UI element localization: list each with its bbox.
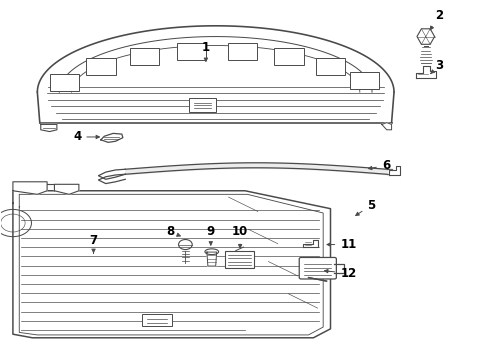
Text: 7: 7 (90, 234, 98, 253)
Text: 9: 9 (207, 225, 215, 245)
Text: 8: 8 (166, 225, 180, 238)
Polygon shape (389, 166, 400, 175)
Bar (86, 58, 116, 75)
Polygon shape (416, 66, 436, 78)
Bar (143, 314, 172, 326)
Polygon shape (303, 239, 318, 247)
Text: 10: 10 (232, 225, 248, 248)
Polygon shape (41, 125, 57, 132)
Bar (189, 98, 216, 112)
Text: 6: 6 (368, 159, 390, 172)
Bar (350, 72, 379, 89)
Text: 2: 2 (430, 9, 443, 30)
Bar (225, 251, 254, 268)
Bar (176, 43, 206, 60)
Bar (274, 48, 304, 66)
Bar (130, 48, 159, 65)
Polygon shape (207, 252, 217, 266)
Bar (228, 43, 257, 60)
Text: 1: 1 (202, 41, 210, 62)
FancyBboxPatch shape (299, 257, 336, 279)
Polygon shape (54, 184, 79, 194)
Text: 11: 11 (327, 238, 357, 251)
Polygon shape (101, 134, 123, 142)
Polygon shape (417, 29, 435, 44)
Polygon shape (13, 182, 47, 194)
Bar (49, 73, 79, 91)
Text: 3: 3 (431, 59, 443, 74)
Polygon shape (382, 123, 392, 130)
Polygon shape (13, 191, 331, 338)
Text: 12: 12 (324, 267, 357, 280)
Text: 4: 4 (73, 130, 99, 144)
Bar (316, 58, 345, 75)
Ellipse shape (205, 249, 219, 255)
Text: 5: 5 (356, 199, 375, 216)
